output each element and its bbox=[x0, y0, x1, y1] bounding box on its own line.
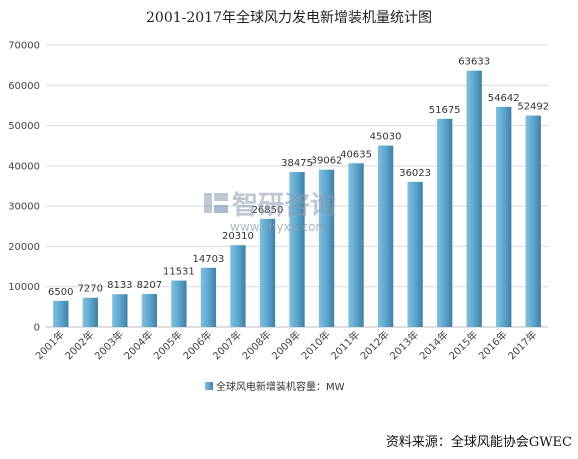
x-tick-label: 2009年 bbox=[269, 328, 303, 362]
x-tick-label: 2015年 bbox=[446, 328, 480, 362]
data-label: 36023 bbox=[399, 168, 431, 179]
legend-swatch bbox=[205, 382, 213, 390]
bar bbox=[407, 181, 423, 327]
bar bbox=[82, 297, 98, 327]
data-label: 6500 bbox=[48, 287, 73, 298]
x-tick-label: 2014年 bbox=[417, 328, 451, 362]
x-tick-label: 2013年 bbox=[387, 328, 421, 362]
bar bbox=[230, 245, 246, 327]
data-label: 26850 bbox=[252, 205, 284, 216]
data-label: 8207 bbox=[137, 280, 162, 291]
x-tick-label: 2006年 bbox=[180, 328, 214, 362]
bar bbox=[436, 118, 453, 327]
bar bbox=[112, 294, 128, 327]
bar bbox=[466, 70, 482, 328]
watermark: 智研咨询 www.chyxx.com bbox=[204, 190, 336, 234]
x-tick-label: 2004年 bbox=[121, 328, 155, 362]
bar bbox=[525, 115, 541, 327]
legend-label: 全球风电新增装机容量：MW bbox=[216, 380, 345, 393]
x-tick-label: 2016年 bbox=[476, 328, 510, 362]
bar bbox=[496, 106, 512, 328]
y-axis-ticks: 0 10000 20000 30000 40000 50000 60000 70000 bbox=[8, 41, 40, 334]
data-label: 45030 bbox=[370, 132, 402, 143]
y-tick-label: 70000 bbox=[8, 41, 40, 52]
chart-title: 2001-2017年全球风力发电新增装机量统计图 bbox=[146, 9, 432, 26]
data-label: 63633 bbox=[458, 57, 490, 68]
x-tick-label: 2017年 bbox=[505, 328, 539, 362]
bar bbox=[377, 145, 394, 327]
x-axis-ticks: 2001年2002年2003年2004年2005年2006年2007年2008年… bbox=[33, 328, 540, 362]
data-label: 11531 bbox=[163, 267, 195, 278]
bar bbox=[141, 293, 158, 327]
bar bbox=[348, 163, 364, 327]
y-tick-label: 60000 bbox=[8, 81, 40, 92]
y-tick-label: 10000 bbox=[8, 282, 40, 293]
x-tick-label: 2008年 bbox=[239, 328, 273, 362]
data-label: 51675 bbox=[429, 105, 461, 116]
bar bbox=[200, 267, 217, 327]
x-tick-label: 2007年 bbox=[210, 328, 244, 362]
bar bbox=[53, 300, 69, 327]
data-label: 39062 bbox=[311, 156, 343, 167]
bar bbox=[171, 280, 187, 327]
watermark-text: 智研咨询 bbox=[232, 190, 336, 221]
source-note: 资料来源：全球风能协会GWEC bbox=[386, 434, 572, 450]
data-label: 40635 bbox=[340, 149, 372, 160]
x-tick-label: 2011年 bbox=[328, 328, 362, 362]
y-tick-label: 20000 bbox=[8, 242, 40, 253]
data-label: 7270 bbox=[78, 284, 103, 295]
y-tick-label: 0 bbox=[34, 323, 40, 334]
x-tick-label: 2010年 bbox=[298, 328, 332, 362]
data-label: 14703 bbox=[193, 254, 225, 265]
bar bbox=[259, 218, 276, 327]
bar bbox=[318, 169, 335, 327]
y-tick-label: 50000 bbox=[8, 121, 40, 132]
data-label: 8133 bbox=[107, 280, 132, 291]
data-label: 54642 bbox=[488, 93, 520, 104]
x-tick-label: 2003年 bbox=[92, 328, 126, 362]
x-tick-label: 2012年 bbox=[357, 328, 391, 362]
data-label: 20310 bbox=[222, 231, 254, 242]
x-tick-label: 2002年 bbox=[62, 328, 96, 362]
y-tick-label: 40000 bbox=[8, 161, 40, 172]
legend: 全球风电新增装机容量：MW bbox=[205, 380, 345, 393]
bar bbox=[289, 172, 305, 327]
watermark-url: www.chyxx.com bbox=[230, 220, 327, 234]
x-tick-label: 2005年 bbox=[151, 328, 185, 362]
bars bbox=[53, 70, 541, 328]
data-label: 38475 bbox=[281, 158, 313, 169]
y-tick-label: 30000 bbox=[8, 202, 40, 213]
watermark-logo-icon bbox=[204, 193, 228, 213]
data-label: 52492 bbox=[517, 102, 549, 113]
